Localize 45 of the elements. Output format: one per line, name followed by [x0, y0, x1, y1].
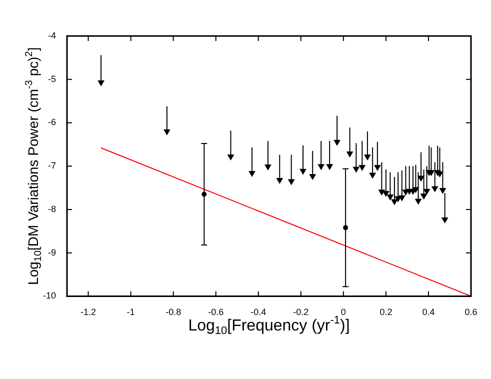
- point: [309, 174, 316, 180]
- x-tick-label: -0.6: [208, 307, 224, 318]
- point: [98, 80, 104, 86]
- point: [164, 129, 170, 135]
- point: [353, 166, 360, 172]
- point: [378, 190, 385, 196]
- point: [391, 199, 398, 205]
- point: [346, 152, 353, 158]
- point: [276, 178, 283, 184]
- point: [334, 140, 340, 146]
- point: [359, 164, 366, 170]
- point: [318, 164, 324, 170]
- point: [248, 171, 256, 177]
- x-tick-label: 0.2: [380, 307, 392, 318]
- y-tick-label: -5: [48, 74, 56, 84]
- point: [442, 217, 448, 223]
- x-tick-label: -1.2: [80, 307, 96, 318]
- y-tick-label: -7: [48, 160, 56, 171]
- point: [228, 154, 234, 160]
- x-tick-label: 0.4: [422, 307, 435, 318]
- x-tick-label: 0.6: [464, 307, 478, 318]
- point: [440, 188, 446, 194]
- point: [374, 164, 381, 170]
- y-tick-label: -6: [48, 117, 56, 128]
- y-tick-label: -9: [48, 247, 56, 258]
- point: [398, 195, 405, 201]
- x-tick-label: -0.2: [293, 307, 309, 318]
- y-tick-label: -4: [48, 30, 56, 40]
- point: [364, 154, 371, 160]
- x-tick-label: -0.8: [166, 307, 182, 318]
- point: [382, 190, 390, 196]
- y-tick-label: -8: [48, 204, 56, 214]
- x-tick-label: -0.4: [250, 307, 266, 318]
- y-axis-title: Log10[DM Variations Power (cm-3 pc)2]: [24, 47, 44, 285]
- x-tick-label: -1: [126, 307, 135, 318]
- x-tick-label: 0: [340, 307, 346, 318]
- y-tick-label: -10: [42, 290, 56, 301]
- point: [264, 164, 272, 170]
- point: [428, 170, 434, 176]
- point: [387, 194, 394, 200]
- point: [415, 198, 422, 204]
- point: [420, 194, 427, 200]
- point: [432, 186, 438, 192]
- point: [326, 164, 333, 170]
- point: [300, 168, 306, 174]
